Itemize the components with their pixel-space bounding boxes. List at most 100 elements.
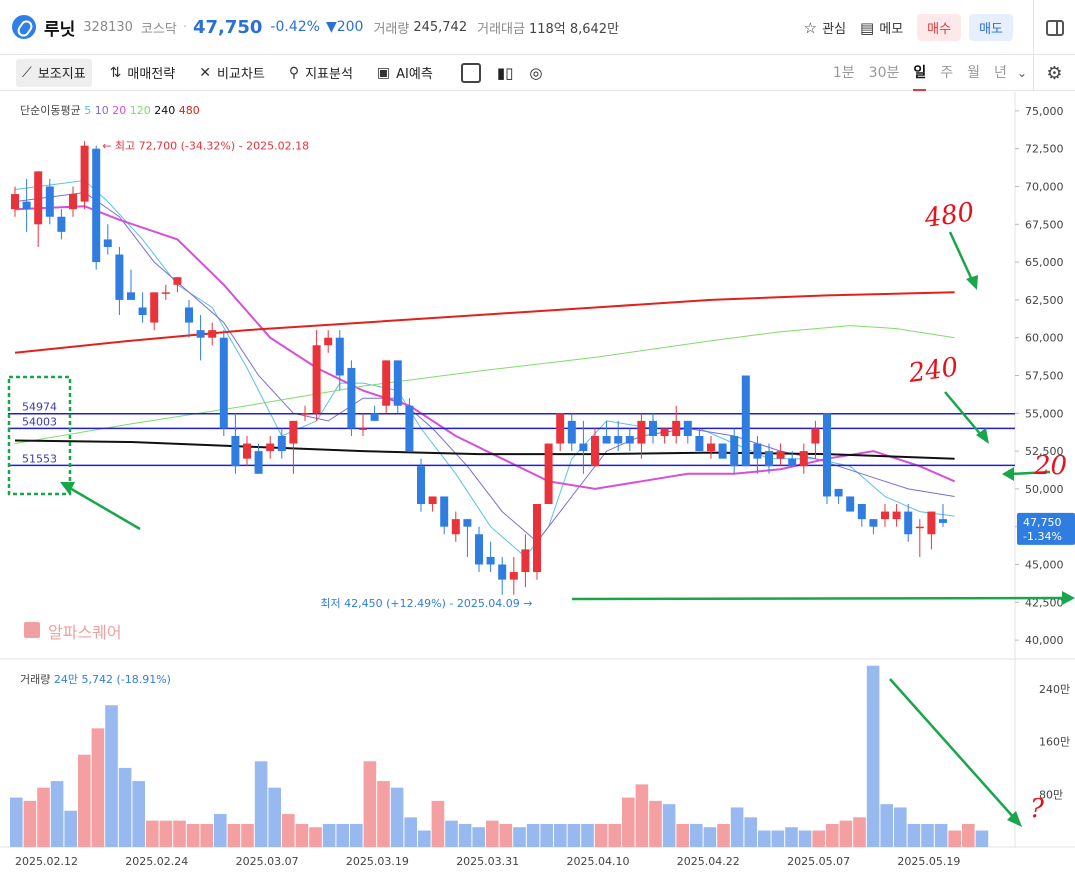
price-tick-label: 70,000 — [1025, 181, 1064, 194]
camera-icon[interactable]: ◎ — [529, 63, 543, 82]
current-price-tag — [1017, 512, 1075, 545]
candle-body — [718, 443, 727, 459]
ma-legend-title: 단순이동평균 — [20, 104, 84, 117]
candle-body — [579, 443, 588, 452]
candle-body — [788, 458, 797, 467]
candle-body — [660, 428, 669, 436]
candle-type-icon[interactable]: ▮▯ — [496, 63, 514, 82]
change-amount: ▼200 — [325, 19, 364, 35]
green-arrow-line — [889, 678, 1016, 820]
high-annotation: ← 최고 72,700 (-34.32%) - 2025.02.18 — [102, 140, 309, 153]
volume-bar — [880, 804, 893, 847]
volume-bar — [554, 823, 567, 847]
price-tick-label: 67,500 — [1025, 218, 1064, 231]
candle-body — [799, 451, 808, 467]
analysis-button[interactable]: ⚲ 지표분석 — [283, 59, 359, 87]
candle-body — [591, 435, 599, 467]
stock-name: 루닛 — [44, 19, 76, 40]
sell-button[interactable]: 매도 — [969, 14, 1013, 41]
candle-body — [707, 443, 715, 452]
period-30min[interactable]: 30분 — [868, 65, 900, 81]
candle-body — [776, 451, 785, 459]
volume-bar — [78, 754, 91, 847]
candle-body — [649, 420, 657, 436]
volume-bar — [717, 823, 730, 847]
gear-icon[interactable]: ⚙ — [1033, 55, 1075, 91]
ma20-line — [14, 205, 955, 490]
date-tick-label: 2025.05.07 — [787, 855, 850, 868]
date-tick-label: 2025.03.19 — [346, 855, 409, 868]
price-chart[interactable]: 75,000 72,500 70,000 67,500 65,000 62,500 60,0… — [0, 92, 1075, 877]
candle-body — [475, 534, 483, 565]
green-arrow-line — [1009, 470, 1051, 476]
square-draw-icon[interactable] — [460, 62, 481, 83]
candle-body — [428, 496, 437, 505]
memo-button[interactable]: ▤ 메모 — [860, 18, 904, 38]
indicator-button[interactable]: ⟋ 보조지표 — [16, 58, 92, 87]
volume-bar — [635, 784, 649, 847]
candle-body — [127, 292, 135, 300]
candle-body — [602, 435, 611, 444]
volume-bar — [91, 728, 105, 847]
handwritten-question: ? — [1030, 794, 1045, 824]
candle-body — [266, 443, 275, 452]
candle-body — [614, 435, 623, 444]
period-year[interactable]: 년 — [994, 65, 1007, 81]
volume-bar — [567, 823, 581, 847]
candle-body — [892, 511, 901, 520]
period-month[interactable]: 월 — [967, 65, 981, 81]
side-panel-toggle-icon[interactable] — [1033, 0, 1075, 55]
candle-body — [138, 307, 147, 316]
volume-bar — [853, 817, 866, 847]
analysis-icon: ⚲ — [288, 64, 300, 81]
memo-label: 메모 — [879, 22, 904, 37]
volume-bar — [146, 820, 159, 847]
period-1min[interactable]: 1분 — [832, 65, 855, 81]
candle-body — [904, 511, 913, 535]
ai-chip-icon: ▣ — [376, 64, 391, 81]
stock-header: 루닛 328130 코스닥 · 47,750 -0.42% ▼200 거래량 2… — [0, 0, 1075, 55]
dot-separator: · — [182, 19, 187, 35]
volume-bar — [703, 827, 717, 847]
candle-body — [939, 519, 947, 523]
candle-body — [765, 451, 773, 467]
volume-bar — [214, 814, 227, 847]
candle-body — [324, 337, 333, 346]
volume-tick-label: 240만 — [1039, 683, 1070, 696]
strategy-button[interactable]: ⇅ 매매전략 — [104, 59, 182, 87]
stock-market: 코스닥 — [140, 21, 177, 37]
candle-body — [69, 194, 77, 210]
ma-legend-item: 480 — [179, 104, 200, 117]
current-price-pct: -1.34% — [1023, 530, 1062, 543]
volume-bar — [962, 823, 975, 847]
candle-body — [57, 216, 66, 232]
buy-button[interactable]: 매수 — [917, 14, 962, 41]
compare-button[interactable]: ✕ 비교차트 — [193, 59, 271, 87]
ai-predict-button[interactable]: ▣ AI예측 — [371, 59, 439, 87]
chevron-down-icon[interactable]: ⌄ — [1016, 66, 1027, 80]
watch-button[interactable]: ☆ 관심 — [804, 18, 846, 38]
candle-body — [80, 145, 89, 202]
ma120-line — [14, 325, 955, 444]
dashed-highlight-box — [7, 375, 72, 496]
period-day[interactable]: 일 — [913, 55, 927, 91]
green-arrow-head — [1002, 467, 1014, 481]
volume-header-value: 24만 5,742 (-18.91%) — [54, 673, 171, 686]
volume-header: 거래량 24만 5,742 (-18.91%) — [20, 673, 171, 686]
candle-body — [567, 420, 576, 444]
date-tick-label: 2025.02.24 — [125, 855, 188, 868]
date-tick-label: 2025.04.10 — [567, 855, 630, 868]
period-week[interactable]: 주 — [940, 65, 954, 81]
strategy-icon: ⇅ — [109, 64, 122, 81]
candle-body — [753, 443, 762, 459]
volume-bar — [513, 827, 526, 847]
candle-body — [498, 564, 507, 580]
volume-bar — [921, 823, 934, 847]
volume-bar — [812, 830, 825, 847]
stock-code: 328130 — [83, 19, 133, 35]
ma-legend-item: 10 — [95, 104, 113, 117]
green-arrow-line — [571, 596, 1066, 601]
candle-body — [683, 420, 692, 436]
volume-bar — [64, 810, 77, 847]
candle-body — [440, 496, 449, 527]
